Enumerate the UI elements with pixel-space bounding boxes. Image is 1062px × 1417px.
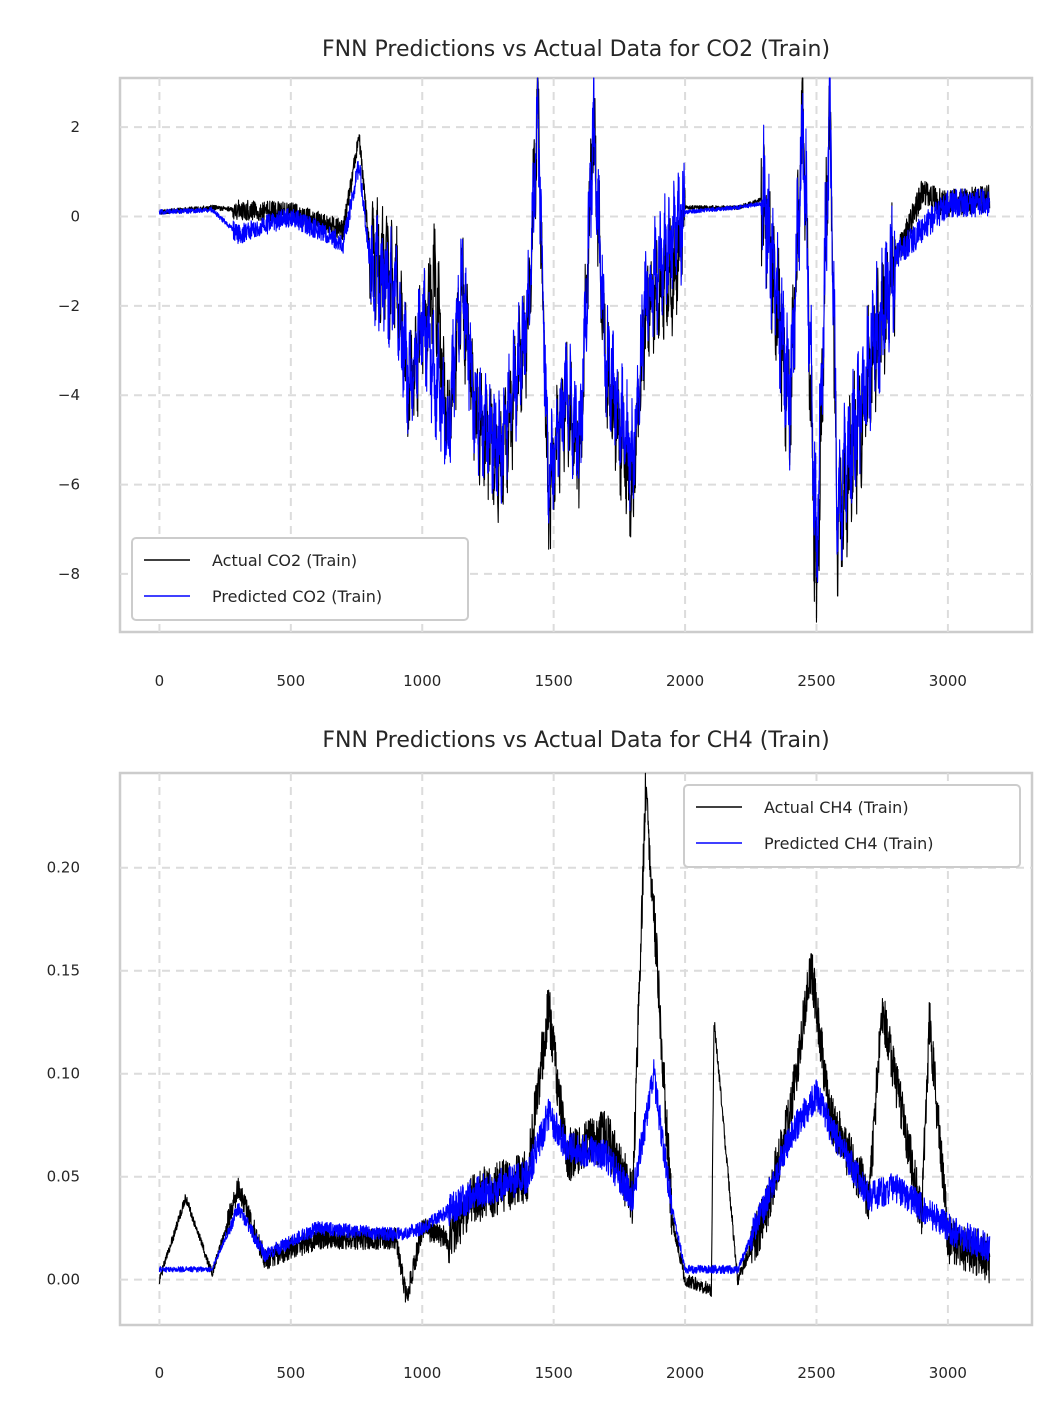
x-tick-label: 0: [155, 672, 165, 690]
legend: Actual CO2 (Train) Predicted CO2 (Train): [131, 537, 469, 621]
y-tick-label: 0.10: [47, 1065, 80, 1083]
chart-title: FNN Predictions vs Actual Data for CH4 (…: [322, 728, 829, 753]
chart-title: FNN Predictions vs Actual Data for CO2 (…: [322, 37, 830, 62]
legend-label: Actual CH4 (Train): [764, 798, 909, 817]
x-tick-label: 500: [277, 1364, 306, 1382]
legend-box: [131, 537, 469, 621]
series-line-predicted: [158, 1059, 991, 1275]
y-tick-label: 0: [70, 208, 80, 226]
legend-box: [683, 784, 1021, 868]
x-tick-label: 1000: [403, 1364, 441, 1382]
y-tick-label: −8: [58, 565, 80, 583]
y-tick-label: 2: [70, 118, 80, 136]
y-tick-label: 0.00: [47, 1271, 80, 1289]
x-tick-label: 1500: [535, 672, 573, 690]
x-tick-label: 2000: [666, 1364, 704, 1382]
chart-ch4: FNN Predictions vs Actual Data for CH4 (…: [47, 728, 1034, 1382]
y-tick-label: 0.05: [47, 1168, 80, 1186]
x-tick-label: 3000: [929, 1364, 967, 1382]
x-tick-label: 2500: [797, 672, 835, 690]
chart-co2: FNN Predictions vs Actual Data for CO2 (…: [58, 37, 1034, 690]
x-tick-label: 3000: [929, 672, 967, 690]
y-tick-label: −4: [58, 386, 80, 404]
x-tick-label: 500: [277, 672, 306, 690]
legend-label: Predicted CO2 (Train): [212, 587, 382, 606]
x-tick-label: 1500: [535, 1364, 573, 1382]
y-tick-label: −6: [58, 476, 80, 494]
x-tick-label: 2500: [797, 1364, 835, 1382]
y-tick-label: 0.15: [47, 962, 80, 980]
legend-label: Predicted CH4 (Train): [764, 834, 934, 853]
x-tick-label: 1000: [403, 672, 441, 690]
y-tick-label: 0.20: [47, 859, 80, 877]
x-tick-label: 2000: [666, 672, 704, 690]
x-tick-label: 0: [155, 1364, 165, 1382]
legend-label: Actual CO2 (Train): [212, 551, 357, 570]
series-line-predicted: [158, 77, 991, 583]
legend: Actual CH4 (Train) Predicted CH4 (Train): [683, 784, 1021, 868]
series-line-actual: [158, 772, 991, 1303]
y-tick-label: −2: [58, 297, 80, 315]
